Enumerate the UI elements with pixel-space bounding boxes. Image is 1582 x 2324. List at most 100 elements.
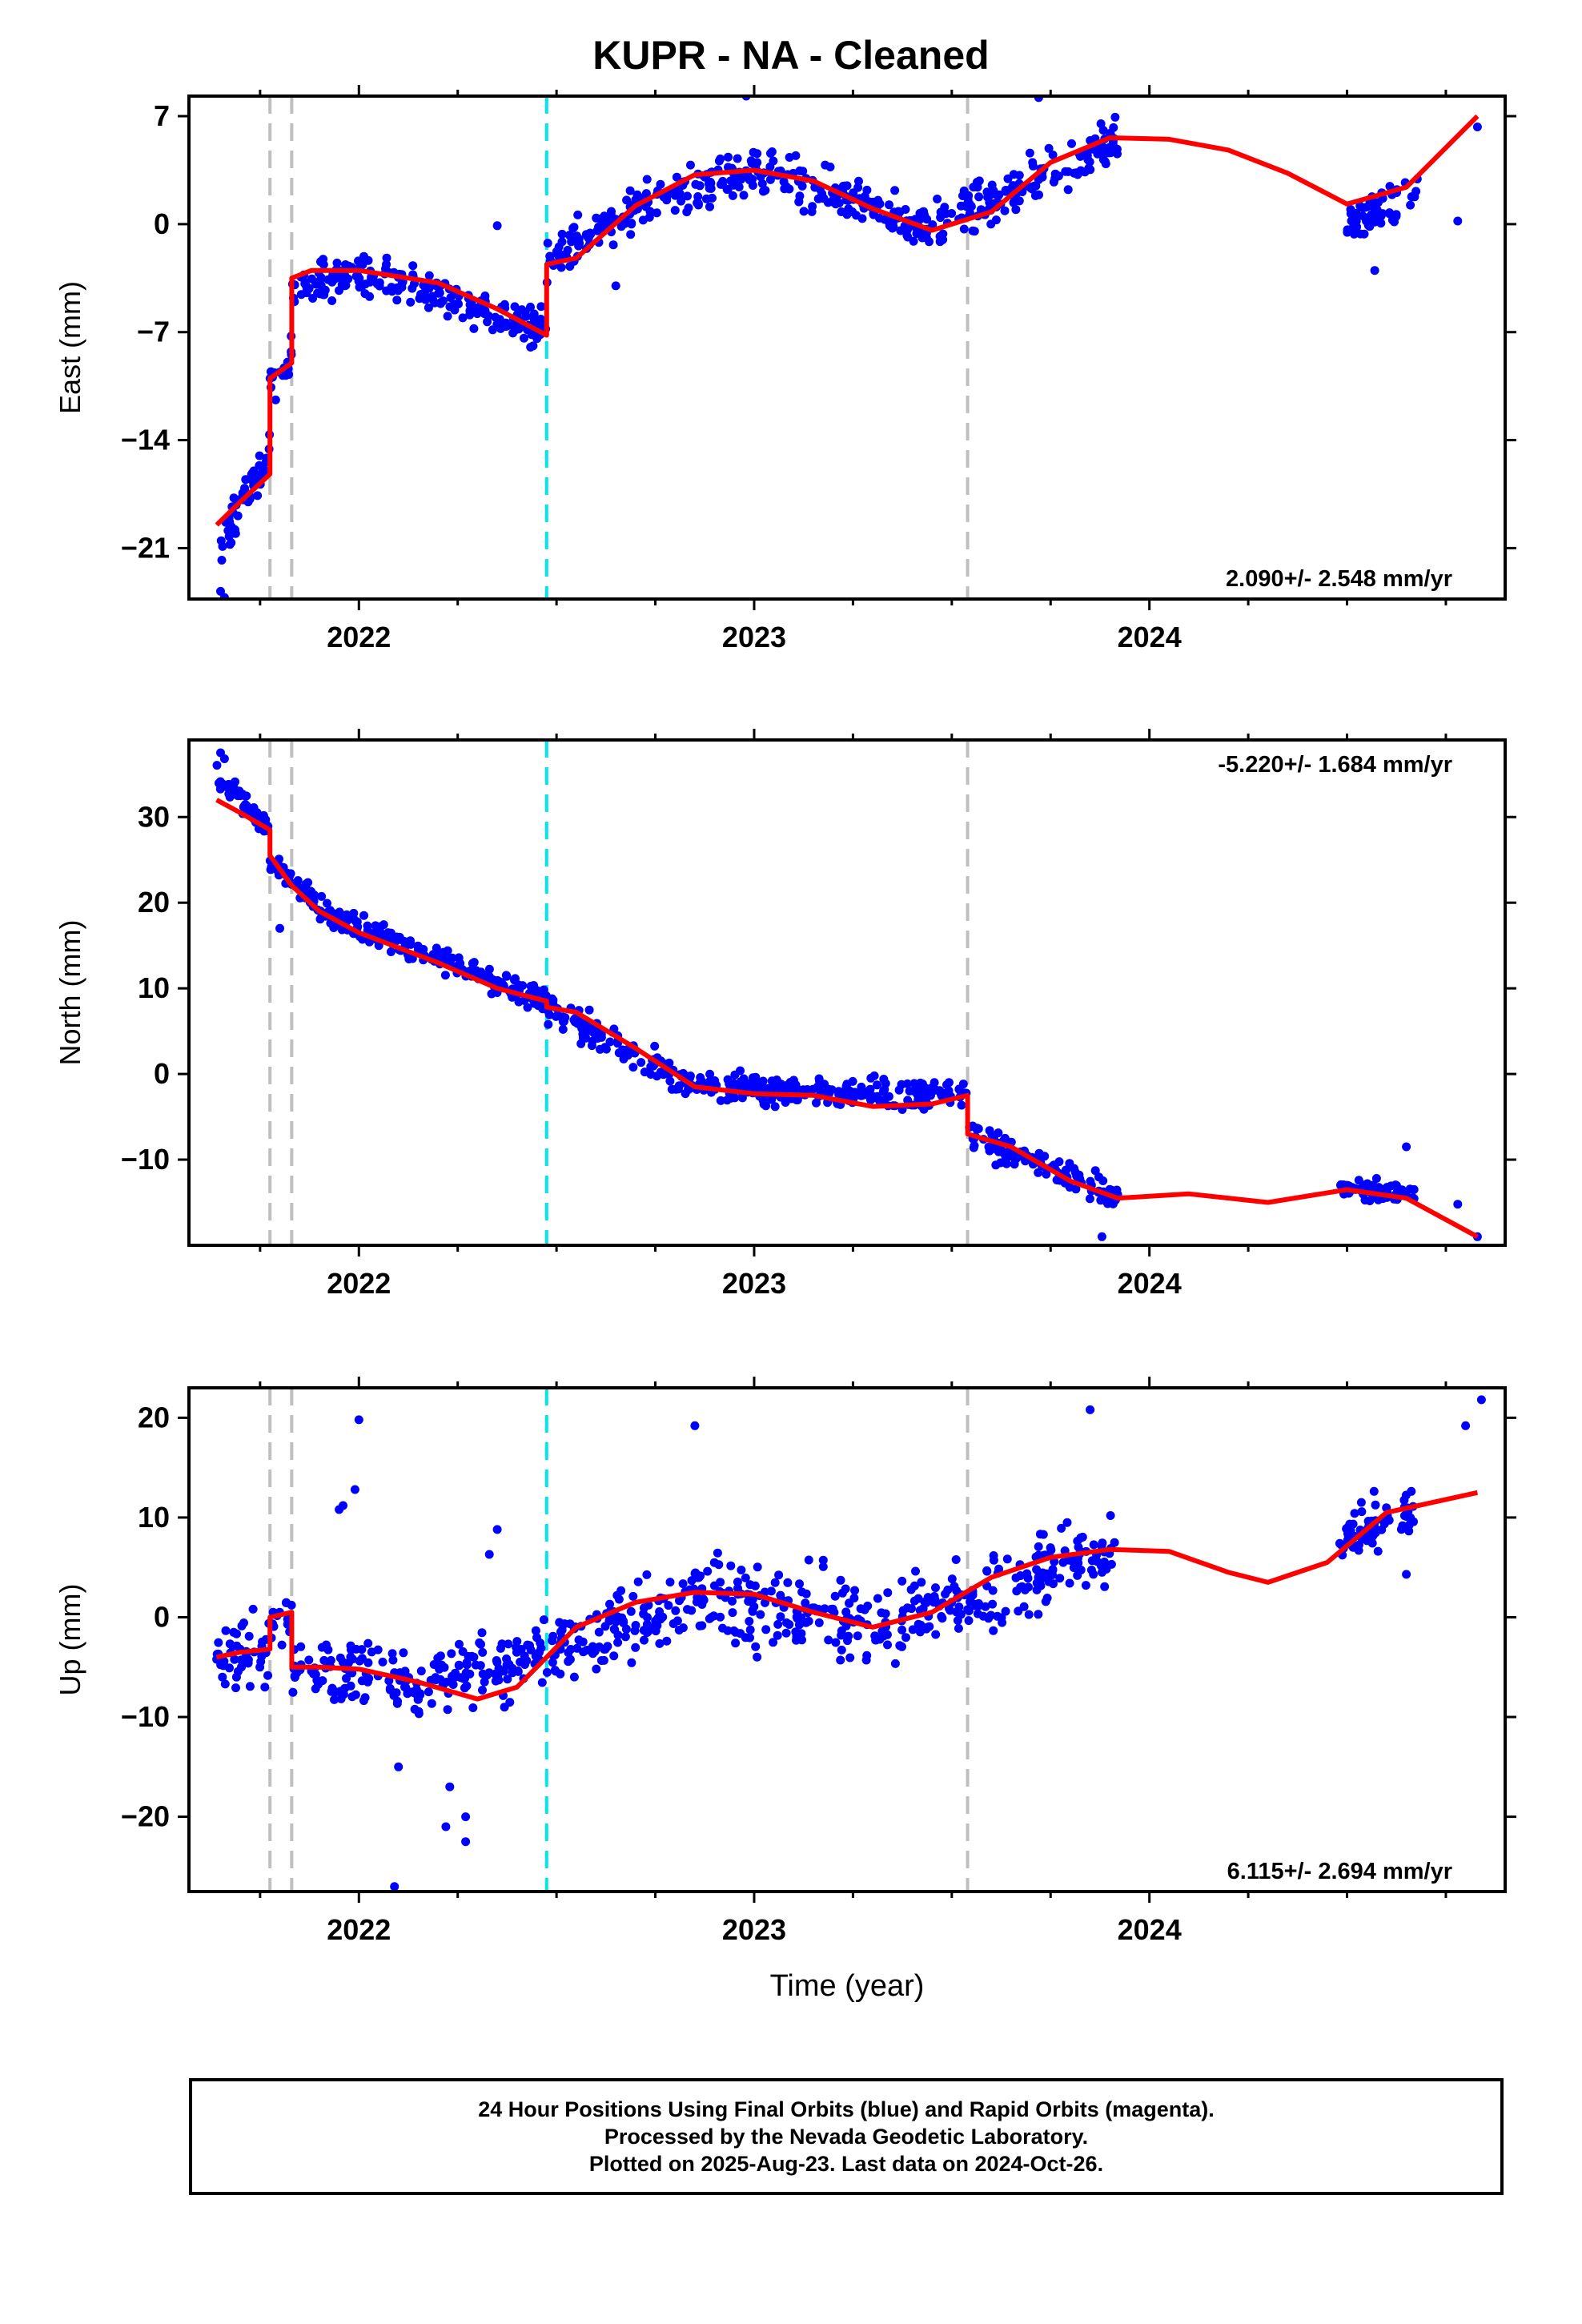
data-point	[797, 1635, 806, 1645]
data-point	[986, 219, 996, 229]
data-point	[1351, 222, 1361, 231]
data-point	[275, 923, 284, 933]
data-point	[288, 1687, 298, 1697]
data-point	[594, 1627, 604, 1637]
data-point	[1472, 123, 1482, 131]
data-point	[218, 1672, 227, 1682]
data-point	[901, 1633, 910, 1642]
data-point	[596, 1656, 606, 1665]
data-point	[857, 1085, 867, 1095]
data-point	[733, 154, 742, 163]
data-point	[1035, 1530, 1045, 1539]
data-point	[249, 803, 259, 812]
data-point	[508, 1663, 517, 1673]
data-point	[787, 1077, 797, 1087]
data-point	[770, 1578, 780, 1587]
data-point	[739, 191, 749, 200]
data-point	[1044, 143, 1054, 153]
data-point	[1401, 1490, 1411, 1500]
data-point	[801, 1598, 810, 1608]
data-point	[935, 237, 945, 247]
x-tick-label: 2024	[1118, 1267, 1182, 1300]
data-point	[885, 221, 894, 231]
data-point	[640, 1603, 648, 1613]
data-point	[408, 261, 418, 271]
data-point	[435, 288, 444, 298]
data-point	[716, 1096, 725, 1105]
data-point	[776, 1612, 785, 1622]
data-point	[767, 147, 777, 156]
data-point	[1026, 183, 1036, 193]
data-point	[309, 1668, 319, 1678]
data-point	[748, 1073, 757, 1083]
data-point	[271, 395, 280, 404]
data-point	[860, 1605, 869, 1614]
data-point	[1356, 1498, 1366, 1507]
data-point	[745, 1617, 754, 1626]
data-point	[217, 556, 227, 565]
data-point	[1365, 1196, 1375, 1205]
y-tick-label: 30	[138, 800, 170, 833]
data-point	[521, 312, 531, 321]
data-point	[626, 1606, 636, 1616]
data-point	[578, 1637, 588, 1647]
data-point	[824, 1635, 833, 1645]
data-point	[557, 229, 567, 239]
data-point	[347, 1645, 355, 1655]
data-point	[1001, 186, 1010, 195]
data-point	[627, 1658, 636, 1667]
data-point	[931, 1583, 940, 1593]
data-point	[578, 1033, 588, 1043]
data-point	[850, 1586, 860, 1595]
data-point	[548, 1658, 557, 1667]
data-point	[492, 221, 502, 231]
data-point	[793, 1096, 802, 1104]
data-point	[1062, 1165, 1070, 1175]
data-point	[818, 1555, 828, 1565]
data-point	[454, 300, 463, 309]
data-point	[814, 1074, 824, 1084]
data-point	[804, 1555, 813, 1565]
data-point	[757, 179, 767, 188]
data-point	[1089, 1540, 1098, 1550]
data-point	[539, 1615, 548, 1625]
data-point	[897, 1576, 907, 1586]
data-point	[1009, 170, 1018, 179]
data-point	[340, 1683, 350, 1693]
data-point	[728, 191, 737, 200]
data-point	[492, 1656, 501, 1665]
data-point	[911, 1082, 921, 1092]
data-point	[214, 1638, 223, 1647]
x-tick-label: 2023	[722, 621, 786, 653]
data-point	[873, 1080, 881, 1090]
data-point	[263, 1671, 272, 1680]
data-point	[818, 1562, 828, 1571]
data-point	[503, 1675, 512, 1684]
data-point	[933, 195, 942, 203]
data-point	[638, 215, 648, 225]
data-point	[575, 239, 584, 248]
data-point	[795, 1579, 804, 1589]
data-point	[952, 1586, 962, 1595]
data-point	[842, 181, 852, 191]
data-point	[930, 1595, 940, 1605]
data-point	[902, 1079, 912, 1088]
data-point	[726, 1561, 736, 1570]
data-point	[1384, 1515, 1394, 1525]
data-point	[974, 176, 984, 186]
data-point	[337, 279, 347, 289]
data-point	[329, 923, 339, 932]
data-point	[631, 1621, 640, 1630]
data-point	[378, 1657, 387, 1667]
data-point	[820, 1604, 829, 1614]
data-point	[705, 183, 714, 193]
data-point	[351, 1690, 360, 1699]
data-point	[443, 946, 452, 955]
data-point	[1048, 151, 1058, 159]
data-point	[675, 1596, 684, 1606]
data-point	[640, 1068, 649, 1077]
data-point	[226, 786, 235, 796]
data-point	[730, 1070, 740, 1080]
data-point	[243, 1658, 253, 1667]
data-point	[1065, 1159, 1074, 1168]
